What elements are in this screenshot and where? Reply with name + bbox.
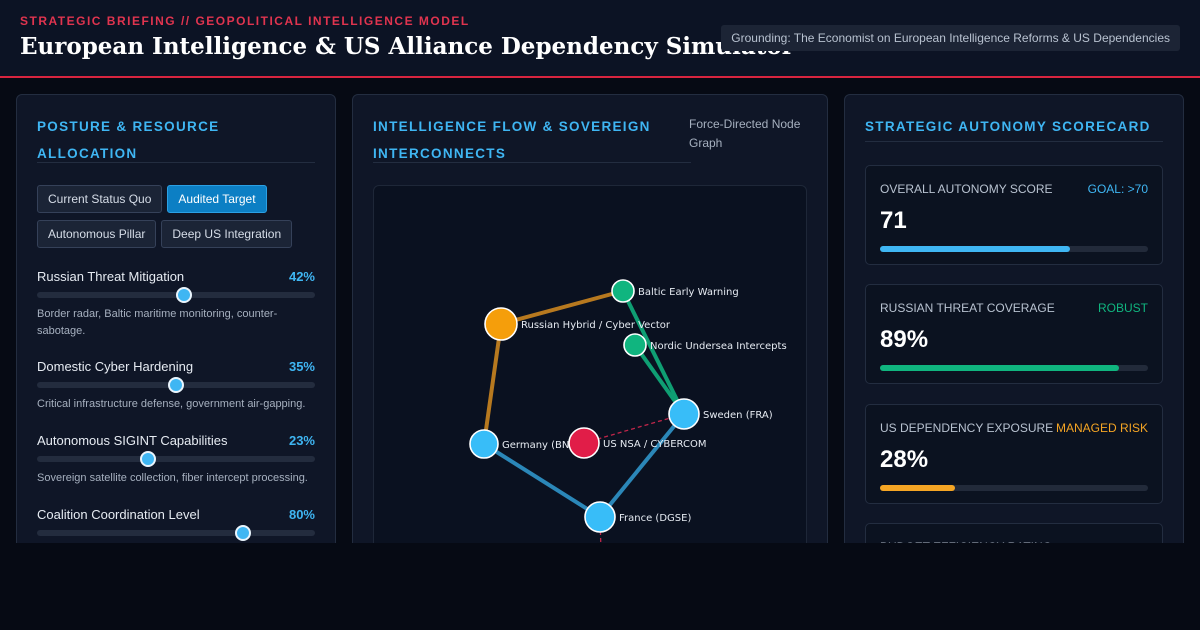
- slider-value: 23%: [288, 433, 315, 448]
- posture-panel-title: POSTURE & RESOURCE ALLOCATION: [37, 119, 220, 161]
- slider-autonomous-sigint-capabilities: Autonomous SIGINT Capabilities 23% Soverei…: [37, 433, 315, 484]
- scenario-button-current-status-quo[interactable]: Current Status Quo: [37, 185, 163, 213]
- node-label: US NSA / CYBERCOM: [603, 439, 706, 450]
- card-label: OVERALL AUTONOMY SCORE: [880, 182, 1053, 196]
- node-circle[interactable]: [568, 427, 600, 459]
- node-graph[interactable]: Baltic Early Warning Russian Hybrid / Cyb…: [373, 185, 807, 543]
- node-graph-svg: Baltic Early Warning Russian Hybrid / Cyb…: [469, 279, 787, 543]
- card-progress-bar: [880, 485, 1148, 491]
- node-circle[interactable]: [623, 333, 647, 357]
- slider-description: Sovereign satellite collection, fiber in…: [37, 472, 308, 484]
- node-label: Russian Hybrid / Cyber Vector: [521, 320, 671, 331]
- node-circle[interactable]: [584, 501, 616, 533]
- score-card-overall-autonomy-score: OVERALL AUTONOMY SCORE GOAL: >70 71: [865, 165, 1163, 265]
- slider-label: Domestic Cyber Hardening: [37, 359, 194, 374]
- node-circle[interactable]: [611, 279, 635, 303]
- link-france-sweden: [598, 412, 686, 519]
- node-france[interactable]: France (DGSE): [584, 501, 691, 533]
- slider-label: Autonomous SIGINT Capabilities: [37, 433, 228, 448]
- slider-coalition-coordination-level: Coalition Coordination Level 80%: [37, 507, 315, 541]
- node-baltic[interactable]: Baltic Early Warning: [611, 279, 739, 303]
- slider-value: 35%: [288, 359, 315, 374]
- card-progress-bar: [880, 365, 1148, 371]
- card-status-tag: ROBUST: [1097, 301, 1148, 315]
- card-status-tag: MANAGED RISK: [1055, 421, 1148, 435]
- scenario-button-deep-us-integration[interactable]: Deep US Integration: [161, 220, 293, 248]
- link-russia-baltic: [500, 289, 624, 326]
- link-baltic-sweden: [621, 290, 686, 415]
- node-nordic[interactable]: Nordic Undersea Intercepts: [623, 333, 787, 357]
- slider-domestic-cyber-hardening: Domestic Cyber Hardening 35% Critical infr…: [37, 359, 315, 410]
- slider-description: Border radar, Baltic maritime monitoring…: [37, 308, 278, 337]
- node-label: Germany (BND): [502, 440, 581, 451]
- scenario-buttons: Current Status Quo Audited Target Autonomo…: [37, 185, 317, 255]
- slider-handle[interactable]: [234, 525, 251, 541]
- divider: [865, 141, 1163, 142]
- divider: [37, 162, 315, 163]
- card-progress-bar: [880, 246, 1148, 252]
- slider-description: Critical infrastructure defense, governm…: [37, 398, 306, 410]
- node-russia[interactable]: Russian Hybrid / Cyber Vector: [484, 307, 671, 341]
- card-status-tag: GOAL: >70: [1087, 182, 1148, 196]
- card-progress-fill: [880, 365, 1119, 371]
- scorecard-panel: STRATEGIC AUTONOMY SCORECARD OVERALL AUT…: [844, 94, 1184, 543]
- slider-handle[interactable]: [168, 377, 184, 393]
- slider-handle[interactable]: [140, 451, 157, 467]
- card-label: BUDGET EFFICIENCY RATING: [880, 540, 1052, 543]
- slider-label: Coalition Coordination Level: [37, 507, 200, 522]
- slider-label: Russian Threat Mitigation: [37, 269, 185, 284]
- divider: [373, 162, 691, 163]
- node-usnsa[interactable]: US NSA / CYBERCOM: [568, 427, 706, 459]
- node-circle[interactable]: [469, 429, 499, 459]
- score-card-budget-efficiency-rating: BUDGET EFFICIENCY RATING: [865, 523, 1163, 543]
- link-usnsa-sweden: [583, 413, 685, 444]
- node-sweden[interactable]: Sweden (FRA): [668, 398, 773, 430]
- grounding-badge: Grounding: The Economist on European Int…: [721, 25, 1180, 51]
- slider-value: 80%: [288, 507, 315, 522]
- score-card-us-dependency-exposure: US DEPENDENCY EXPOSURE MANAGED RISK 28%: [865, 404, 1163, 504]
- scenario-button-audited-target[interactable]: Audited Target: [167, 185, 267, 213]
- node-label: Nordic Undersea Intercepts: [650, 341, 787, 352]
- link-russia-germany: [482, 323, 503, 445]
- card-label: RUSSIAN THREAT COVERAGE: [880, 301, 1055, 315]
- slider-track[interactable]: [37, 451, 315, 467]
- posture-panel: POSTURE & RESOURCE ALLOCATION Current St…: [16, 94, 336, 543]
- node-label: France (DGSE): [619, 513, 691, 524]
- scenario-button-autonomous-pillar[interactable]: Autonomous Pillar: [37, 220, 157, 248]
- flow-panel-title: INTELLIGENCE FLOW & SOVEREIGN INTERCONNE…: [373, 119, 651, 161]
- briefing-kicker: STRATEGIC BRIEFING // GEOPOLITICAL INTEL…: [20, 14, 470, 28]
- node-circle[interactable]: [668, 398, 700, 430]
- slider-russian-threat-mitigation: Russian Threat Mitigation 42% Border radar…: [37, 269, 315, 337]
- page-title: European Intelligence & US Alliance Depe…: [20, 33, 794, 60]
- score-card-russian-threat-coverage: RUSSIAN THREAT COVERAGE ROBUST 89%: [865, 284, 1163, 384]
- top-header: STRATEGIC BRIEFING // GEOPOLITICAL INTEL…: [0, 0, 1200, 78]
- card-label: US DEPENDENCY EXPOSURE: [880, 421, 1054, 435]
- slider-track[interactable]: [37, 525, 315, 541]
- link-germany-france: [482, 442, 602, 519]
- slider-track[interactable]: [37, 287, 315, 303]
- card-progress-fill: [880, 485, 956, 491]
- scorecard-panel-title: STRATEGIC AUTONOMY SCORECARD: [865, 119, 1151, 134]
- node-label: Baltic Early Warning: [638, 287, 739, 298]
- flow-panel: INTELLIGENCE FLOW & SOVEREIGN INTERCONNE…: [352, 94, 828, 543]
- card-progress-fill: [880, 246, 1071, 252]
- node-germany[interactable]: Germany (BND): [469, 429, 581, 459]
- dashboard: POSTURE & RESOURCE ALLOCATION Current St…: [0, 80, 1200, 543]
- node-label: Sweden (FRA): [703, 410, 773, 421]
- card-value: 28%: [880, 446, 929, 473]
- slider-handle[interactable]: [176, 287, 193, 303]
- card-value: 89%: [880, 326, 929, 353]
- slider-value: 42%: [288, 269, 315, 284]
- graph-caption: Force-Directed Node Graph: [689, 117, 801, 150]
- card-value: 71: [880, 207, 907, 234]
- node-circle[interactable]: [484, 307, 518, 341]
- slider-track[interactable]: [37, 377, 315, 393]
